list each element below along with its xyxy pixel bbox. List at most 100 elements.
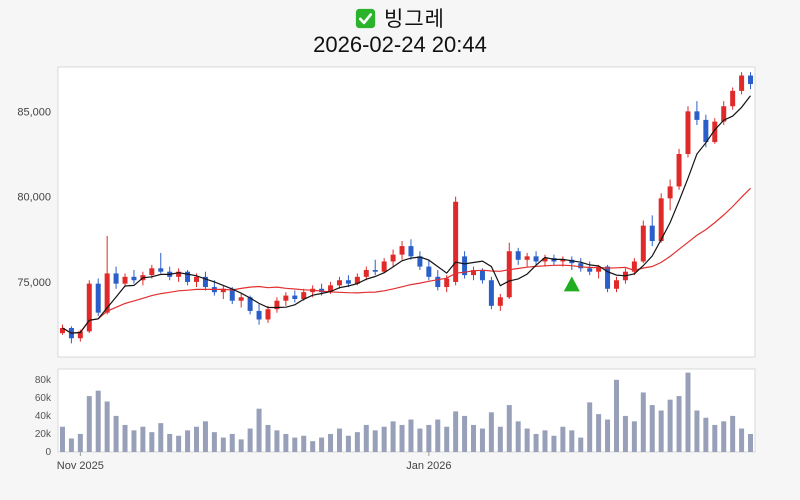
volume-bar	[435, 419, 441, 452]
price-tick-label: 85,000	[17, 106, 51, 118]
volume-bar	[694, 410, 700, 452]
candle-body	[363, 270, 369, 277]
volume-tick-label: 80k	[35, 375, 52, 386]
candle-body	[336, 280, 342, 286]
volume-bar	[363, 424, 369, 452]
volume-bar	[667, 399, 673, 452]
x-tick-label: Nov 2025	[57, 460, 104, 472]
volume-bar	[372, 430, 378, 452]
volume-bar	[113, 415, 119, 452]
volume-bar	[748, 433, 754, 452]
volume-bar	[497, 426, 503, 452]
chart-header: 빙그레 2026-02-24 20:44	[0, 5, 800, 58]
candle-body	[649, 225, 655, 241]
checkbox-icon	[355, 8, 376, 28]
candle-body	[131, 276, 137, 281]
volume-bar	[319, 437, 325, 452]
candle-body	[301, 292, 307, 299]
volume-bar	[533, 433, 539, 452]
volume-bar	[471, 424, 477, 452]
candle-body	[721, 106, 727, 122]
volume-bar	[256, 408, 262, 452]
volume-bar	[336, 428, 342, 452]
candle-body	[274, 300, 280, 310]
volume-bar	[274, 430, 280, 452]
candlestick-chart: 85,000 80,000 75,000 80k 60k 40k 20k 0 Nov 2025 J…	[17, 66, 756, 472]
volume-bar	[211, 432, 217, 452]
candle-body	[560, 259, 566, 262]
candle-body	[345, 280, 351, 284]
candle-body	[703, 119, 709, 143]
candle-body	[569, 259, 575, 264]
volume-bar	[542, 430, 548, 452]
volume-bar	[176, 435, 182, 452]
volume-bar	[453, 411, 459, 452]
candle-body	[471, 270, 477, 276]
volume-bar	[444, 426, 450, 452]
volume-bar	[86, 396, 92, 452]
candle-body	[220, 288, 226, 293]
volume-bar	[560, 426, 566, 452]
volume-bar	[247, 428, 253, 452]
volume-bar	[328, 433, 334, 452]
candle-body	[444, 278, 450, 288]
title-row: 빙그레	[0, 5, 800, 31]
volume-tick-label: 0	[45, 447, 51, 458]
volume-bar	[381, 426, 387, 452]
candle-body	[390, 254, 396, 262]
candle-body	[658, 198, 664, 241]
volume-bar	[158, 423, 164, 452]
ma-line-short	[62, 95, 751, 334]
volume-bar	[140, 426, 146, 452]
candle-body	[613, 280, 619, 289]
candle-body	[631, 261, 637, 272]
volume-plot-area	[57, 368, 756, 453]
volume-bar	[417, 428, 423, 452]
candle-body	[497, 297, 503, 306]
volume-tick-label: 40k	[35, 411, 52, 422]
volume-bar	[587, 402, 593, 452]
candle-body	[149, 268, 155, 276]
volume-bar	[167, 433, 173, 452]
candle-body	[596, 266, 602, 272]
volume-bar	[220, 437, 226, 452]
candle-body	[640, 225, 646, 262]
volume-bar	[95, 390, 101, 452]
candle-body	[462, 256, 468, 276]
candle-body	[435, 276, 441, 288]
candle-body	[488, 280, 494, 306]
volume-bar	[265, 424, 271, 452]
candle-body	[283, 295, 289, 301]
candle-body	[506, 251, 512, 298]
volume-bar	[605, 419, 611, 452]
volume-bar	[569, 430, 575, 452]
volume-bar	[408, 419, 414, 452]
volume-bar	[122, 424, 128, 452]
volume-bar	[712, 424, 718, 452]
volume-bar	[77, 433, 83, 452]
candle-body	[730, 90, 736, 107]
volume-bar	[685, 372, 691, 452]
candle-body	[113, 273, 119, 284]
volume-bar	[229, 433, 235, 452]
volume-bar	[551, 435, 557, 452]
candle-body	[354, 276, 360, 284]
candle-body	[104, 273, 110, 313]
candle-body	[748, 75, 754, 85]
volume-bar	[721, 421, 727, 452]
ma-line-long	[62, 187, 751, 334]
candle-body	[158, 268, 164, 272]
volume-bar	[622, 415, 628, 452]
volume-bar	[238, 439, 244, 452]
candle-body	[247, 297, 253, 311]
candle-body	[408, 246, 414, 257]
candle-body	[381, 261, 387, 272]
candle-body	[479, 270, 485, 281]
candle-body	[542, 258, 548, 262]
buy-marker	[563, 276, 580, 292]
volume-bar	[515, 421, 521, 452]
volume-bar	[354, 432, 360, 452]
candle-body	[122, 276, 128, 284]
volume-bar	[676, 396, 682, 452]
